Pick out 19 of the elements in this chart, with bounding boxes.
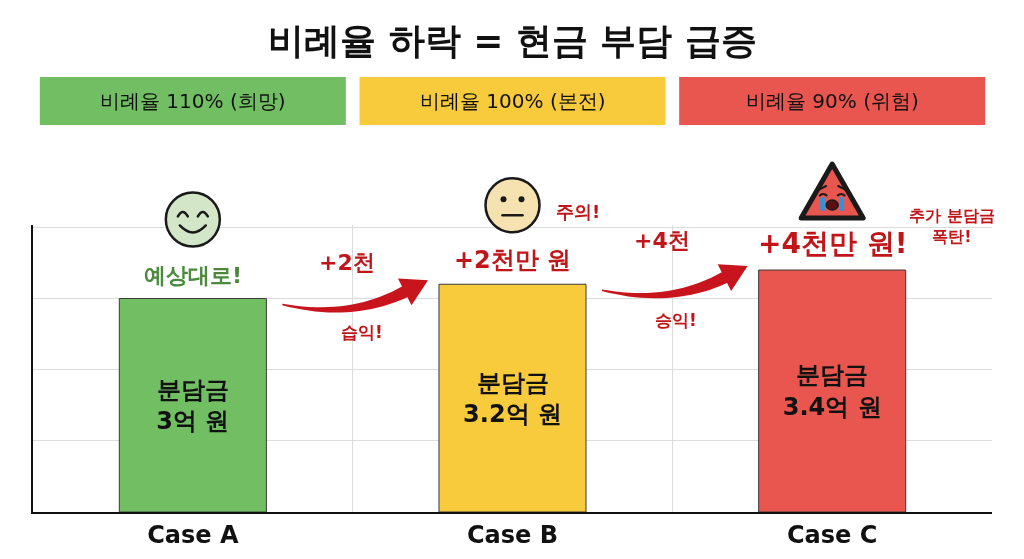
x-tick-label: Case C — [787, 520, 878, 549]
data-label: 분담금 3.2억 원 — [463, 368, 562, 428]
annotation: 승익! — [655, 310, 697, 330]
text: 비례율 110% (희망) — [100, 89, 286, 113]
text: 주의! — [556, 201, 601, 222]
annotation: +4천만 원! — [758, 227, 908, 260]
text: 추가 분담금 폭탄! — [909, 206, 995, 246]
data-label: 분담금 3.4억 원 — [782, 361, 882, 421]
annotation: +2천 — [319, 250, 375, 275]
x-tick-label: Case B — [466, 520, 559, 549]
x-tick-label: Case A — [147, 520, 239, 549]
chart-title: 비례율 하락 = 현금 부담 급증 — [268, 19, 757, 61]
data-label: 분담금 3억 원 — [156, 375, 230, 435]
annotation: +2천만 원 — [454, 246, 572, 274]
annotation: 예상대로! — [144, 263, 243, 288]
text: +4천 — [634, 228, 690, 253]
annotation: 습익! — [341, 322, 383, 342]
text: 비례율 100% (본전) — [420, 89, 606, 113]
text: 비례율 90% (위험) — [746, 89, 919, 113]
